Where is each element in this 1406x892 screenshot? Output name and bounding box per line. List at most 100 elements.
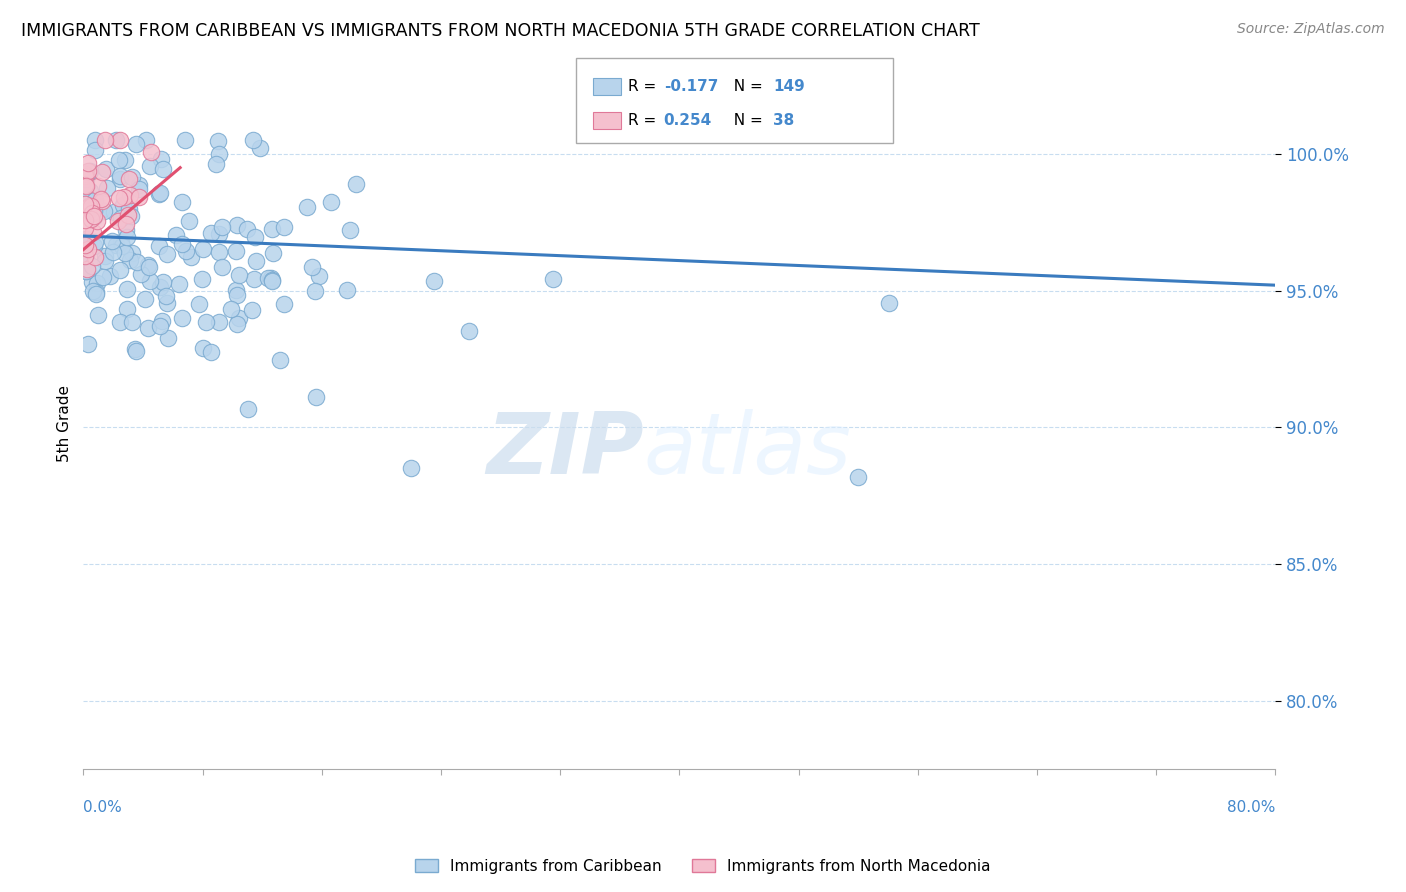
Point [225,283,247,297]
Point [83,238,105,252]
Point [170,310,193,325]
Point [75,264,97,278]
Point [73,221,96,235]
Point [269,353,291,368]
Point [121,246,143,260]
Point [80,199,103,213]
Point [134,292,156,306]
Point [228,268,250,282]
Point [170,195,193,210]
Point [148,239,170,253]
Point [83,209,105,223]
Point [174,244,197,259]
Point [245,229,267,244]
Point [273,297,295,311]
Text: N =: N = [724,79,768,94]
Point [135,133,157,147]
Point [205,157,228,171]
Text: N =: N = [724,113,768,128]
Point [125,136,148,151]
Point [226,287,249,301]
Point [103,204,125,219]
Point [152,276,174,290]
Point [339,223,361,237]
Text: 80.0%: 80.0% [1227,799,1275,814]
Point [128,182,150,196]
Point [75,232,97,246]
Point [73,238,96,252]
Point [84,193,107,207]
Point [98,269,121,284]
Point [114,153,136,167]
Point [177,214,200,228]
Point [82,284,104,298]
Text: -0.177: -0.177 [664,79,718,94]
Point [138,260,160,275]
Point [344,177,367,191]
Point [84,133,107,147]
Point [84,287,107,301]
Point [87,308,110,322]
Point [117,282,139,296]
Point [195,315,218,329]
Point [76,261,98,276]
Point [77,203,100,218]
Point [200,226,222,240]
Point [191,341,214,355]
Point [82,225,104,239]
Point [541,272,564,286]
Point [399,461,422,475]
Point [73,249,96,263]
Point [139,145,162,159]
Point [458,324,481,338]
Point [96,180,118,194]
Point [242,133,264,147]
Point [256,271,278,285]
Point [295,200,318,214]
Point [117,230,139,244]
Point [422,274,444,288]
Point [73,196,96,211]
Point [225,317,247,331]
Point [108,263,131,277]
Text: ZIP: ZIP [486,409,644,492]
Point [75,171,97,186]
Point [249,141,271,155]
Point [75,234,97,248]
Point [94,253,117,268]
Point [77,198,100,212]
Point [83,144,105,158]
Point [200,345,222,359]
Point [84,235,107,250]
Point [128,178,150,193]
Point [260,221,283,235]
Point [225,219,247,233]
Point [228,310,250,325]
Point [111,198,134,212]
Legend: Immigrants from Caribbean, Immigrants from North Macedonia: Immigrants from Caribbean, Immigrants fr… [409,853,997,880]
Point [86,276,108,290]
Point [118,202,141,216]
Point [188,297,211,311]
Point [91,164,114,178]
Point [107,191,129,205]
Point [117,208,139,222]
Point [73,213,96,227]
Point [108,314,131,328]
Point [208,147,231,161]
Point [112,190,135,204]
Point [80,212,103,227]
Point [75,263,97,277]
Point [301,260,323,274]
Text: 0.254: 0.254 [664,113,711,128]
Point [118,171,141,186]
Point [114,246,136,260]
Point [107,153,129,167]
Point [308,269,330,284]
Text: R =: R = [628,79,662,94]
Point [148,319,170,334]
Point [304,284,326,298]
Point [149,152,172,166]
Point [207,134,229,148]
Y-axis label: 5th Grade: 5th Grade [58,384,72,462]
